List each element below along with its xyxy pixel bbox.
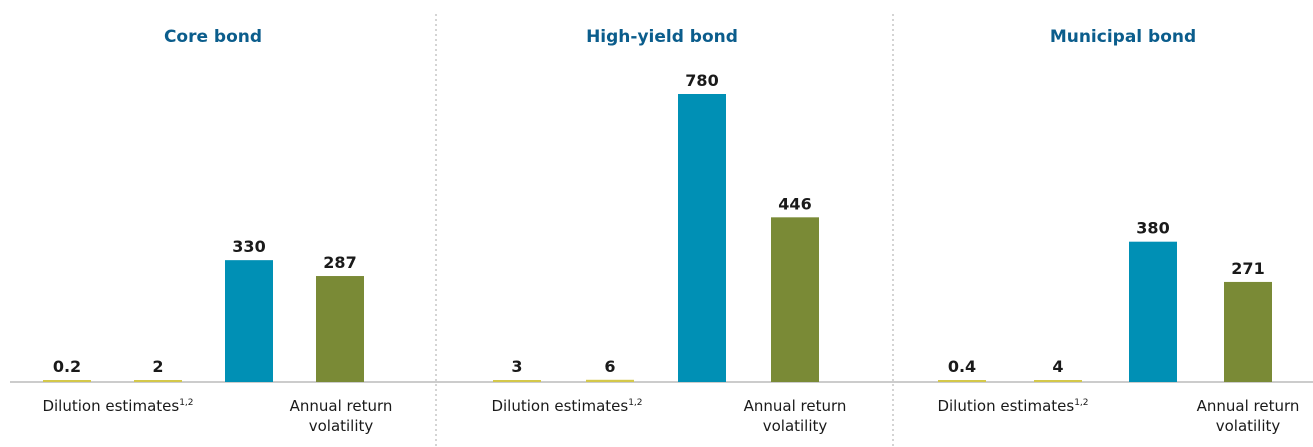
panel-2-bar-3 (678, 94, 726, 382)
panel-3-bar-4 (1224, 281, 1272, 382)
panel-2-dilution-label: Dilution estimates1,2 (491, 397, 642, 415)
panel-2-title: High-yield bond (586, 27, 738, 47)
panel-3-volatility-label-line-1: Annual return (1197, 397, 1300, 415)
panel-2-value-label-1: 3 (511, 357, 522, 376)
panel-3-title: Municipal bond (1050, 27, 1196, 47)
panel-1-value-label-3: 330 (232, 237, 265, 256)
panel-3-value-label-1: 0.4 (948, 357, 976, 376)
panel-2-volatility-label-line-1: Annual return (744, 397, 847, 415)
panel-1-value-label-2: 2 (152, 357, 163, 376)
panel-1-dilution-label: Dilution estimates1,2 (42, 397, 193, 415)
panel-2-bar-4 (771, 217, 819, 382)
panel-3-bar-3 (1129, 241, 1177, 382)
panel-3-value-label-4: 271 (1231, 259, 1264, 278)
panel-3-bar-1 (938, 380, 986, 382)
panel-1-value-label-1: 0.2 (53, 357, 81, 376)
panel-1-bar-2 (134, 380, 182, 382)
panel-1-volatility-label-line-1: Annual return (290, 397, 393, 415)
panel-1-bar-4 (316, 276, 364, 382)
panel-1-volatility-label-line-2: volatility (309, 417, 374, 435)
panel-1-value-label-4: 287 (323, 253, 356, 272)
panel-2-value-label-4: 446 (778, 194, 811, 213)
panel-2-volatility-label-line-2: volatility (763, 417, 828, 435)
panel-3-bar-2 (1034, 380, 1082, 382)
panel-1-bar-1 (43, 380, 91, 382)
panel-3-value-label-2: 4 (1052, 357, 1063, 376)
panel-3-dilution-label: Dilution estimates1,2 (937, 397, 1088, 415)
panel-1-bar-3 (225, 260, 273, 382)
panel-2-value-label-3: 780 (685, 71, 718, 90)
panel-3-value-label-3: 380 (1136, 219, 1169, 238)
panel-2-bar-2 (586, 379, 634, 382)
panel-2-value-label-2: 6 (604, 357, 615, 376)
panel-3-volatility-label-line-2: volatility (1216, 417, 1281, 435)
panel-2-bar-1 (493, 380, 541, 382)
panel-1-title: Core bond (164, 27, 262, 47)
